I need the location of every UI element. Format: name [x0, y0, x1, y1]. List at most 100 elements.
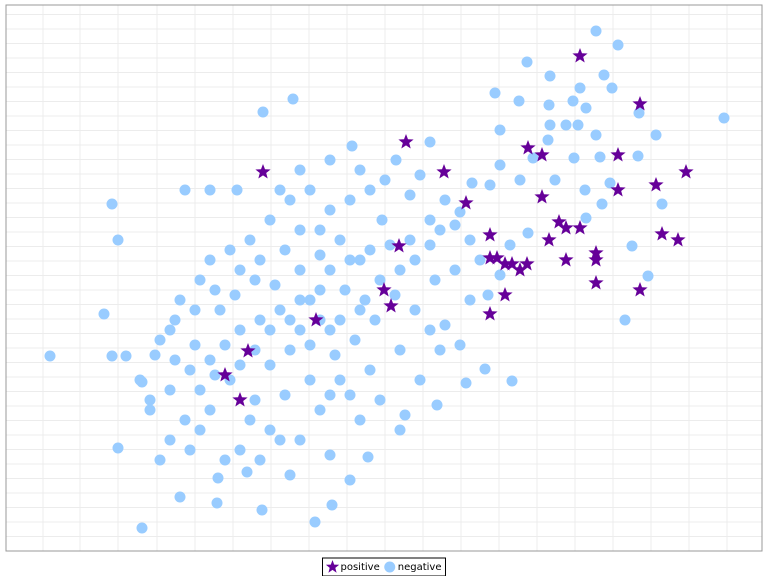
- circle-marker: [314, 404, 326, 416]
- circle-marker: [294, 164, 306, 176]
- circle-marker: [626, 240, 638, 252]
- circle-marker: [209, 284, 221, 296]
- circle-marker: [484, 179, 496, 191]
- circle-marker: [169, 354, 181, 366]
- circle-marker: [390, 154, 402, 166]
- star-marker: [458, 195, 474, 210]
- circle-marker: [324, 449, 336, 461]
- circle-marker: [231, 184, 243, 196]
- star-marker: [232, 392, 248, 407]
- circle-marker: [504, 239, 516, 251]
- star-marker: [504, 256, 520, 271]
- circle-marker: [349, 334, 361, 346]
- circle-marker: [364, 184, 376, 196]
- circle-marker: [454, 206, 466, 218]
- star-marker: [482, 227, 498, 242]
- circle-marker: [606, 82, 618, 94]
- star-marker: [588, 275, 604, 290]
- circle-marker: [249, 344, 261, 356]
- circle-marker: [619, 314, 631, 326]
- circle-marker: [379, 174, 391, 186]
- circle-marker: [234, 444, 246, 456]
- circle-marker: [334, 234, 346, 246]
- circle-marker: [106, 198, 118, 210]
- circle-marker: [439, 194, 451, 206]
- circle-marker: [633, 107, 645, 119]
- circle-marker: [264, 359, 276, 371]
- circle-marker: [494, 269, 506, 281]
- circle-marker: [324, 264, 336, 276]
- circle-marker: [460, 377, 472, 389]
- circle-marker: [579, 184, 591, 196]
- circle-marker: [384, 239, 396, 251]
- star-marker: [497, 287, 513, 302]
- circle-marker: [362, 451, 374, 463]
- circle-marker: [324, 154, 336, 166]
- circle-marker: [209, 369, 221, 381]
- circle-marker: [604, 177, 616, 189]
- star-marker: [572, 220, 588, 235]
- circle-marker: [414, 374, 426, 386]
- star-marker: [325, 560, 340, 573]
- star-marker: [558, 220, 574, 235]
- circle-marker: [384, 561, 396, 573]
- circle-marker: [334, 314, 346, 326]
- circle-marker: [98, 308, 110, 320]
- circle-marker: [409, 304, 421, 316]
- circle-marker: [304, 184, 316, 196]
- star-marker: [308, 312, 324, 327]
- circle-marker: [344, 254, 356, 266]
- circle-marker: [424, 136, 436, 148]
- circle-marker: [376, 214, 388, 226]
- circle-marker: [189, 339, 201, 351]
- circle-marker: [598, 69, 610, 81]
- star-marker: [255, 164, 271, 179]
- circle-marker: [269, 279, 281, 291]
- circle-marker: [549, 174, 561, 186]
- circle-marker: [424, 324, 436, 336]
- circle-marker: [324, 204, 336, 216]
- star-marker: [572, 48, 588, 63]
- star-marker: [217, 367, 233, 382]
- circle-marker: [439, 319, 451, 331]
- circle-marker: [339, 284, 351, 296]
- circle-marker: [164, 384, 176, 396]
- circle-marker: [543, 99, 555, 111]
- star-marker: [398, 134, 414, 149]
- plot-border: [5, 4, 763, 552]
- circle-marker: [344, 474, 356, 486]
- legend-box: [322, 557, 446, 576]
- circle-marker: [572, 119, 584, 131]
- circle-marker: [249, 274, 261, 286]
- star-marker: [520, 140, 536, 155]
- star-marker: [512, 262, 528, 277]
- circle-marker: [144, 394, 156, 406]
- circle-marker: [718, 112, 730, 124]
- circle-marker: [346, 140, 358, 152]
- circle-marker: [284, 314, 296, 326]
- circle-marker: [466, 177, 478, 189]
- circle-marker: [580, 212, 592, 224]
- circle-marker: [179, 414, 191, 426]
- star-marker: [376, 282, 392, 297]
- circle-marker: [204, 184, 216, 196]
- circle-marker: [596, 198, 608, 210]
- circle-marker: [179, 184, 191, 196]
- circle-marker: [244, 234, 256, 246]
- circle-marker: [479, 363, 491, 375]
- circle-marker: [454, 339, 466, 351]
- circle-marker: [424, 239, 436, 251]
- star-marker: [678, 164, 694, 179]
- circle-marker: [374, 394, 386, 406]
- circle-marker: [590, 129, 602, 141]
- circle-marker: [364, 364, 376, 376]
- circle-marker: [294, 324, 306, 336]
- circle-marker: [264, 324, 276, 336]
- circle-marker: [650, 129, 662, 141]
- circle-marker: [642, 270, 654, 282]
- star-marker: [482, 306, 498, 321]
- circle-marker: [214, 304, 226, 316]
- circle-marker: [489, 87, 501, 99]
- circle-marker: [194, 424, 206, 436]
- circle-marker: [189, 304, 201, 316]
